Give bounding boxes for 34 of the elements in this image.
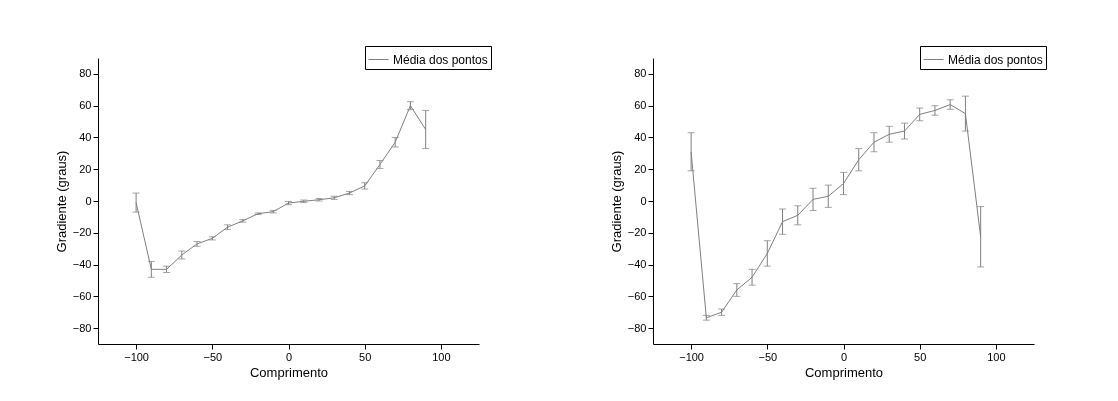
x-tick-label: 100 (432, 350, 451, 363)
x-tick-label: −50 (758, 350, 778, 363)
y-tick-label: −40 (627, 258, 647, 271)
y-tick-label: −40 (72, 258, 92, 271)
x-tick-label: −50 (203, 350, 223, 363)
y-tick-label: 20 (79, 162, 92, 175)
y-tick-label: −80 (72, 321, 92, 334)
y-axis-title: Gradiente (graus) (608, 150, 624, 253)
y-tick-label: 0 (640, 194, 647, 207)
y-tick-label: −20 (72, 226, 92, 239)
y-tick-label: 40 (634, 130, 647, 143)
legend-label: Média dos pontos (948, 52, 1043, 67)
y-axis-title: Gradiente (graus) (53, 150, 69, 253)
y-tick-label: −20 (627, 226, 647, 239)
x-tick-label: 50 (359, 350, 372, 363)
legend-label: Média dos pontos (393, 52, 488, 67)
x-tick-label: 100 (987, 350, 1006, 363)
x-tick-label: 50 (914, 350, 927, 363)
x-tick-label: 0 (285, 350, 293, 363)
y-tick-label: 60 (634, 99, 647, 112)
x-tick-label: −100 (124, 350, 149, 363)
x-tick-label: 0 (840, 350, 848, 363)
y-tick-label: 80 (634, 67, 647, 80)
y-tick-label: 0 (85, 194, 92, 207)
y-tick-label: 80 (79, 67, 92, 80)
y-tick-label: 20 (634, 162, 647, 175)
y-tick-label: 60 (79, 99, 92, 112)
y-tick-label: −60 (627, 289, 647, 302)
y-tick-label: −80 (627, 321, 647, 334)
y-tick-label: 40 (79, 130, 92, 143)
x-tick-label: −100 (679, 350, 704, 363)
y-tick-label: −60 (72, 289, 92, 302)
x-axis-title: Comprimento (249, 364, 329, 380)
x-axis-title: Comprimento (804, 364, 884, 380)
